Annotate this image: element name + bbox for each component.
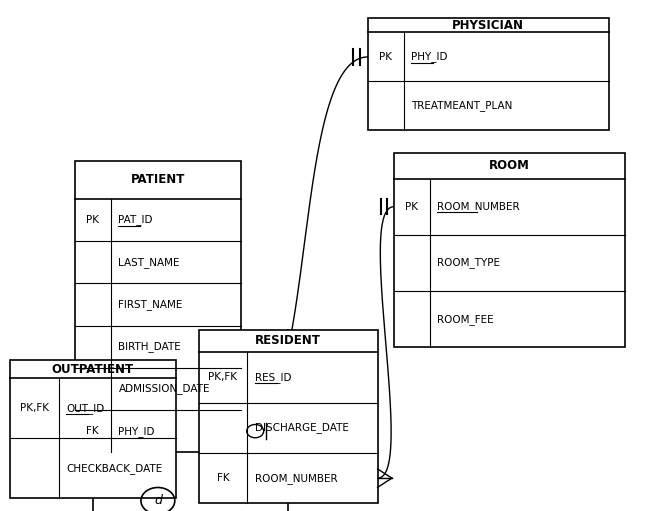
Text: PAT_ID: PAT_ID [118, 215, 153, 225]
Text: FK: FK [217, 473, 229, 483]
Text: ROOM: ROOM [489, 159, 530, 172]
Text: PK,FK: PK,FK [20, 403, 49, 413]
Text: PK,FK: PK,FK [208, 373, 238, 382]
Text: PHYSICIAN: PHYSICIAN [452, 19, 524, 32]
Text: ROOM_FEE: ROOM_FEE [437, 314, 494, 325]
Text: OUTPATIENT: OUTPATIENT [51, 363, 134, 376]
Text: ROOM_NUMBER: ROOM_NUMBER [437, 201, 520, 212]
Text: PHY_ID: PHY_ID [411, 52, 448, 62]
Text: ROOM_TYPE: ROOM_TYPE [437, 258, 501, 268]
Bar [199, 330, 378, 503]
Bar [394, 153, 625, 347]
Text: BIRTH_DATE: BIRTH_DATE [118, 341, 181, 352]
Text: PK: PK [406, 202, 418, 212]
Text: RESIDENT: RESIDENT [255, 334, 321, 347]
Text: CHECKBACK_DATE: CHECKBACK_DATE [66, 463, 163, 474]
Text: RES_ID: RES_ID [255, 372, 292, 383]
Text: OUT_ID: OUT_ID [66, 403, 105, 413]
Text: d: d [154, 494, 162, 507]
Bar [75, 161, 241, 452]
Text: PK: PK [87, 215, 99, 225]
Text: FK: FK [87, 426, 99, 436]
Text: PHY_ID: PHY_ID [118, 426, 155, 436]
Text: DISCHARGE_DATE: DISCHARGE_DATE [255, 422, 349, 433]
Text: LAST_NAME: LAST_NAME [118, 257, 180, 268]
Bar [10, 360, 176, 498]
Bar [368, 18, 609, 130]
Text: ADMISSION_DATE: ADMISSION_DATE [118, 383, 210, 394]
Text: FIRST_NAME: FIRST_NAME [118, 299, 183, 310]
Text: PATIENT: PATIENT [131, 173, 185, 187]
Text: TREATMEANT_PLAN: TREATMEANT_PLAN [411, 100, 513, 111]
Text: ROOM_NUMBER: ROOM_NUMBER [255, 473, 338, 483]
Text: PK: PK [380, 52, 392, 62]
